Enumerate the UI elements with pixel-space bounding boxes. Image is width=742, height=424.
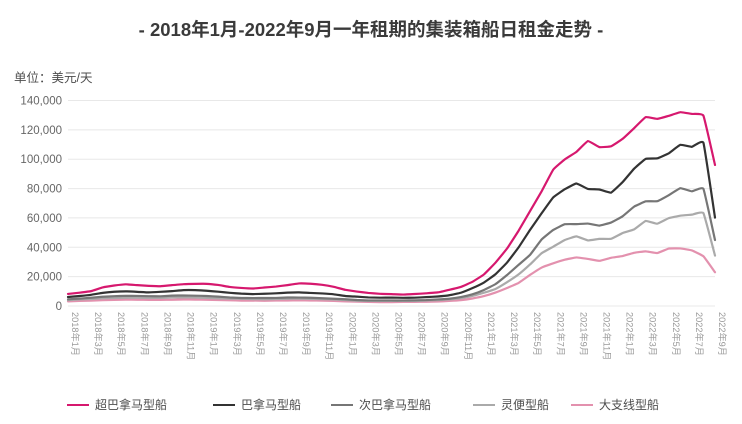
svg-text:2019年3月: 2019年3月 — [232, 312, 243, 356]
svg-text:2022年7月: 2022年7月 — [694, 312, 705, 356]
svg-text:2022年1月: 2022年1月 — [625, 312, 636, 356]
svg-text:2019年11月: 2019年11月 — [324, 312, 335, 360]
svg-text:2018年7月: 2018年7月 — [139, 312, 150, 356]
svg-text:2020年1月: 2020年1月 — [347, 312, 358, 356]
svg-text:2018年9月: 2018年9月 — [162, 312, 173, 356]
svg-text:2020年3月: 2020年3月 — [370, 312, 381, 356]
svg-text:2021年3月: 2021年3月 — [509, 312, 520, 356]
svg-text:2020年7月: 2020年7月 — [417, 312, 428, 356]
svg-text:140,000: 140,000 — [20, 96, 62, 108]
svg-text:2019年7月: 2019年7月 — [278, 312, 289, 356]
svg-text:2021年11月: 2021年11月 — [601, 312, 612, 360]
svg-text:60,000: 60,000 — [27, 213, 62, 225]
svg-text:2020年9月: 2020年9月 — [440, 312, 451, 356]
svg-text:2022年5月: 2022年5月 — [671, 312, 682, 356]
svg-text:2022年3月: 2022年3月 — [648, 312, 659, 356]
svg-text:2021年5月: 2021年5月 — [532, 312, 543, 356]
svg-text:120,000: 120,000 — [20, 125, 62, 137]
svg-text:2018年11月: 2018年11月 — [186, 312, 197, 360]
svg-text:2019年9月: 2019年9月 — [301, 312, 312, 356]
svg-text:100,000: 100,000 — [20, 154, 62, 166]
svg-text:2021年9月: 2021年9月 — [578, 312, 589, 356]
svg-text:40,000: 40,000 — [27, 242, 62, 254]
svg-text:2021年7月: 2021年7月 — [555, 312, 566, 356]
svg-text:2020年11月: 2020年11月 — [463, 312, 474, 360]
svg-text:2019年1月: 2019年1月 — [209, 312, 220, 356]
svg-text:2022年9月: 2022年9月 — [717, 312, 728, 356]
svg-text:0: 0 — [56, 301, 62, 313]
svg-text:2019年5月: 2019年5月 — [255, 312, 266, 356]
svg-text:2018年3月: 2018年3月 — [93, 312, 104, 356]
svg-text:2018年5月: 2018年5月 — [116, 312, 127, 356]
svg-text:80,000: 80,000 — [27, 184, 62, 196]
svg-text:2020年5月: 2020年5月 — [394, 312, 405, 356]
svg-text:2018年1月: 2018年1月 — [70, 312, 81, 356]
svg-text:2021年1月: 2021年1月 — [486, 312, 497, 356]
svg-text:20,000: 20,000 — [27, 272, 62, 284]
